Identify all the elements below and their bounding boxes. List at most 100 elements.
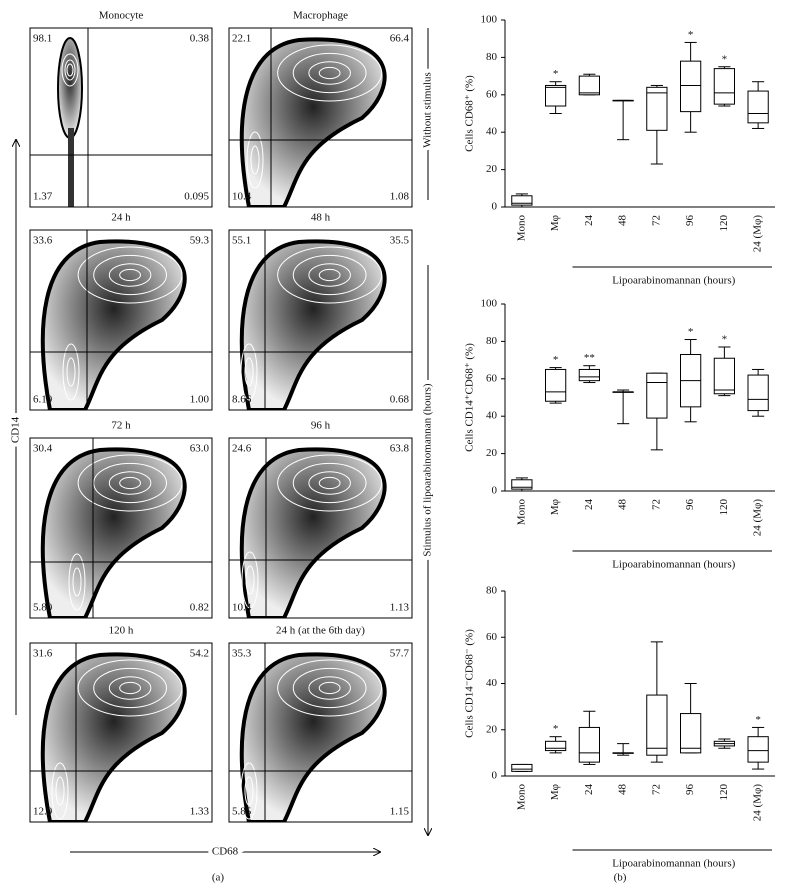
y-axis-label: Cells CD14⁻CD68⁻ (%) [464,629,476,738]
y-tick-label: 60 [486,88,498,100]
x-tick-label: 24 (Mφ) [752,215,764,253]
plot-frame [228,642,413,823]
ring [308,676,351,700]
x-tick-label: Mono [515,499,527,526]
box [511,195,533,206]
plot-frame [29,27,213,208]
significance: * [553,354,559,366]
quadrant-value: 5.85 [232,806,252,818]
quadrant-value: 0.82 [190,602,209,614]
ring [66,357,76,387]
quadrant-value: 63.8 [390,443,410,455]
ring [292,254,367,296]
ring [51,762,69,820]
contour [40,239,187,410]
group-label: Stimulus of lipoarabinomannan (hours) [422,383,434,557]
y-tick-label: 0 [492,201,498,213]
ring [93,462,168,504]
quadrant-value: 10.4 [232,191,252,203]
box [511,763,533,772]
x-tick-label: 120 [718,499,730,516]
ring [277,454,383,512]
quadrant-value: 1.13 [390,602,410,614]
ring [72,567,82,597]
y-tick-label: 40 [486,126,498,138]
significance: * [688,326,694,338]
x-tick-label: Mφ [549,499,561,515]
group-label: Without stimulus [422,72,434,148]
ring [245,565,255,595]
ring [119,268,142,282]
blob [239,239,387,410]
y-tick-label: 60 [486,631,498,643]
x-tick-label: 96 [684,784,696,796]
ring [77,246,183,304]
y-tick-label: 0 [492,485,498,497]
ring [308,471,351,495]
y-tick-label: 20 [486,723,498,735]
group-label: Lipoarabinomannan (hours) [612,275,735,287]
ring [93,254,168,296]
box [646,86,668,131]
quadrant-value: 1.08 [390,191,410,203]
ring [66,63,74,77]
ring [318,66,341,80]
x-tick-label: 24 (Mφ) [752,499,764,537]
contour [40,447,187,618]
quadrant-value: 5.80 [33,602,53,614]
ring [246,131,264,189]
significance: * [553,723,559,735]
ring [62,343,80,401]
x-tick-label: 96 [684,215,696,227]
ring [292,52,367,94]
quadrant-value: 1.37 [33,191,53,203]
plot-title: 72 h [111,420,131,432]
ring [277,44,383,102]
quadrant-value: 31.6 [33,648,53,660]
x-tick-label: Mφ [549,784,561,800]
quadrant-value: 30.4 [33,443,53,455]
ring [64,59,76,81]
quadrant-value: 0.68 [390,394,410,406]
ring [240,762,258,820]
group-label: Lipoarabinomannan (hours) [612,858,735,870]
significance: * [722,53,728,65]
box [545,740,567,752]
box [578,75,600,96]
y-tick-label: 80 [486,335,498,347]
plot-title: 120 h [109,625,134,637]
ring [77,659,183,717]
contour [239,652,387,822]
y-tick-label: 100 [481,14,498,26]
box [578,368,600,382]
blob [239,37,387,207]
x-tick-label: 24 [583,784,595,796]
ring [292,462,367,504]
contour [239,447,387,618]
plot-title: 24 h [111,212,131,224]
x-axis-label: CD68 [212,846,239,858]
box [646,694,668,756]
y-tick-label: 80 [486,585,498,597]
significance: * [722,334,728,346]
ring [292,667,367,709]
x-tick-label: 120 [718,215,730,232]
ring [318,268,341,282]
quadrant-value: 0.38 [190,33,210,45]
box [747,374,769,412]
ring [308,263,351,287]
ring [308,61,351,85]
x-tick-label: Mono [515,215,527,242]
plot-frame [228,229,413,411]
plot-title: 48 h [311,212,331,224]
quadrant-value: 22.1 [232,33,251,45]
y-axis-label: Cells CD68⁺ (%) [464,75,476,152]
significance: ** [584,352,595,364]
y-tick-label: 60 [486,372,498,384]
x-tick-label: 24 [583,215,595,227]
plot-frame [29,437,213,619]
quadrant-value: 0.095 [184,191,209,203]
x-tick-label: Mono [515,784,527,811]
box [646,372,668,419]
